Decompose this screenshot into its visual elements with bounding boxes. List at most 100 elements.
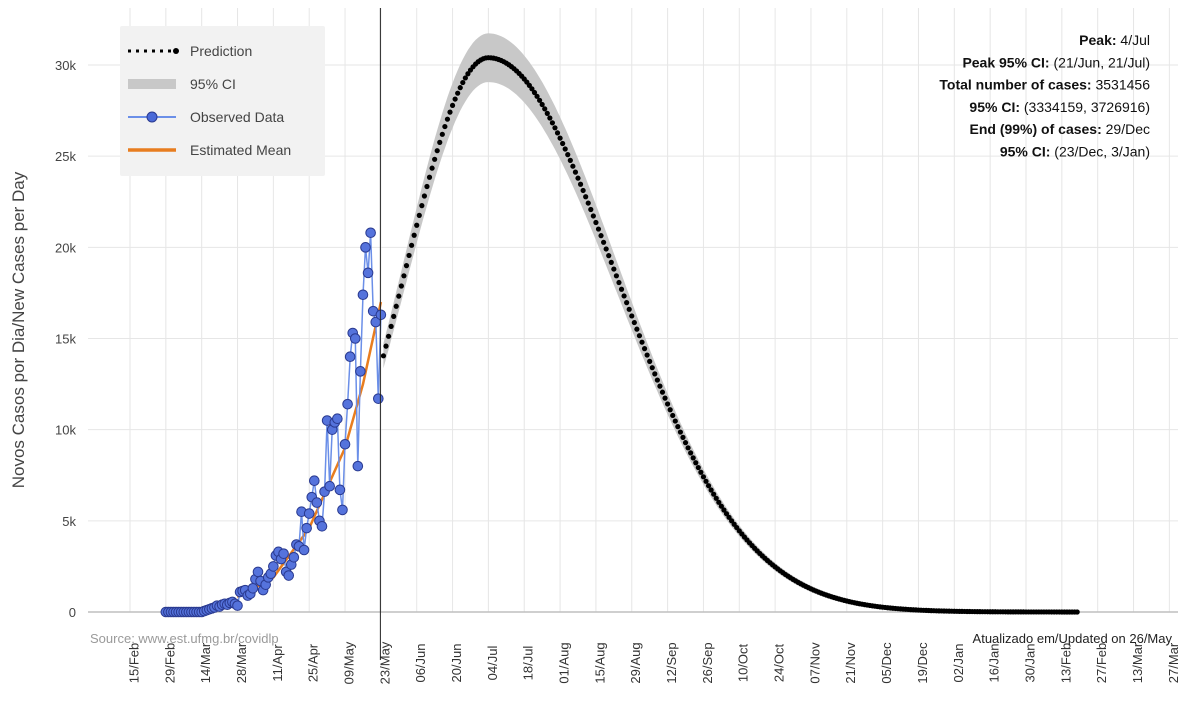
prediction-point bbox=[554, 130, 561, 136]
y-tick-label: 25k bbox=[55, 149, 76, 164]
prediction-point bbox=[434, 148, 440, 154]
stat-line: Total number of cases: 3531456 bbox=[939, 77, 1150, 93]
y-tick-label: 0 bbox=[69, 605, 76, 620]
x-tick-label: 15/Feb bbox=[126, 643, 141, 683]
prediction-point bbox=[547, 115, 553, 121]
prediction-point bbox=[618, 286, 625, 292]
prediction-point bbox=[634, 326, 640, 332]
x-tick-label: 24/Oct bbox=[772, 643, 787, 682]
stat-line: 95% CI: (3334159, 3726916) bbox=[969, 99, 1150, 115]
stat-label: 95% CI: bbox=[1000, 144, 1054, 160]
prediction-point bbox=[424, 183, 430, 190]
observed-point bbox=[324, 480, 335, 492]
prediction-point bbox=[411, 232, 417, 238]
prediction-point bbox=[544, 110, 550, 116]
prediction-point bbox=[680, 434, 686, 441]
prediction-point bbox=[693, 460, 699, 466]
observed-point bbox=[252, 566, 264, 578]
prediction-point bbox=[529, 86, 535, 92]
x-tick-label: 30/Jan bbox=[1022, 643, 1037, 682]
legend-swatch-ci bbox=[128, 79, 176, 89]
prediction-point bbox=[613, 273, 620, 279]
prediction-point bbox=[588, 206, 594, 213]
prediction-point bbox=[575, 175, 581, 181]
prediction-point bbox=[580, 187, 586, 194]
prediction-point bbox=[429, 165, 435, 171]
prediction-point bbox=[457, 85, 463, 91]
observed-point bbox=[232, 600, 243, 611]
prediction-point bbox=[713, 495, 719, 501]
prediction-point bbox=[644, 352, 650, 358]
prediction-point bbox=[675, 424, 681, 430]
y-tick-label: 10k bbox=[55, 423, 76, 438]
prediction-point bbox=[672, 418, 678, 424]
stat-line: End (99%) of cases: 29/Dec bbox=[969, 121, 1150, 137]
prediction-point bbox=[695, 464, 701, 471]
prediction-point bbox=[567, 157, 573, 163]
stat-value: 4/Jul bbox=[1120, 32, 1150, 48]
stat-value: (23/Dec, 3/Jan) bbox=[1054, 144, 1150, 160]
prediction-point bbox=[572, 169, 579, 175]
prediction-point bbox=[708, 487, 714, 493]
ci-band-area bbox=[383, 33, 1078, 613]
prediction-point bbox=[711, 491, 717, 497]
legend-label: Observed Data bbox=[190, 109, 284, 125]
prediction-point bbox=[462, 75, 468, 81]
prediction-point bbox=[419, 203, 425, 209]
prediction-point bbox=[455, 90, 461, 96]
legend-swatch-observed-marker bbox=[146, 111, 158, 123]
prediction-point bbox=[690, 455, 696, 461]
prediction-point bbox=[421, 193, 427, 199]
prediction-point bbox=[409, 242, 415, 248]
prediction-point bbox=[718, 503, 724, 509]
stat-line: Peak: 4/Jul bbox=[1079, 32, 1150, 48]
prediction-point bbox=[705, 483, 712, 489]
observed-point bbox=[344, 351, 356, 363]
observed-point bbox=[278, 548, 289, 559]
prediction-point bbox=[439, 131, 445, 137]
y-tick-label: 20k bbox=[55, 240, 76, 255]
stat-value: (3334159, 3726916) bbox=[1024, 99, 1150, 115]
prediction-point bbox=[416, 212, 422, 218]
y-tick-label: 30k bbox=[55, 58, 76, 73]
observed-point bbox=[298, 544, 310, 556]
prediction-point bbox=[460, 79, 466, 86]
stat-value: 29/Dec bbox=[1106, 121, 1150, 137]
prediction-point bbox=[560, 140, 566, 147]
prediction-point bbox=[444, 116, 451, 122]
x-tick-label: 27/Feb bbox=[1094, 643, 1109, 683]
source-note: Source: www.est.ufmg.br/covidlp bbox=[90, 631, 279, 646]
prediction-point bbox=[641, 346, 648, 352]
prediction-point bbox=[552, 125, 558, 131]
prediction-point bbox=[401, 273, 407, 279]
prediction-point bbox=[624, 300, 630, 306]
legend-background bbox=[120, 26, 325, 176]
observed-point bbox=[349, 333, 361, 344]
x-tick-label: 29/Aug bbox=[628, 642, 643, 683]
y-tick-label: 5k bbox=[62, 514, 76, 529]
prediction-point bbox=[447, 109, 453, 115]
prediction-point bbox=[657, 383, 663, 389]
observed-point bbox=[342, 398, 353, 410]
stat-label: Peak 95% CI: bbox=[962, 54, 1053, 70]
prediction-point bbox=[398, 283, 404, 289]
prediction-point bbox=[665, 401, 671, 407]
observed-point bbox=[355, 366, 366, 377]
x-tick-label: 26/Sep bbox=[700, 642, 715, 683]
x-tick-label: 12/Sep bbox=[664, 642, 679, 683]
x-tick-label: 13/Mar bbox=[1130, 642, 1145, 683]
stats-box: Peak: 4/Jul Peak 95% CI: (21/Jun, 21/Jul)… bbox=[939, 32, 1150, 160]
x-tick-label: 02/Jan bbox=[951, 643, 966, 682]
prediction-point bbox=[531, 89, 538, 96]
x-tick-label: 04/Jul bbox=[485, 646, 500, 681]
prediction-point bbox=[670, 412, 676, 419]
prediction-point bbox=[682, 440, 689, 446]
prediction-point bbox=[667, 407, 673, 413]
prediction-point bbox=[598, 233, 604, 239]
prediction-point bbox=[1074, 609, 1080, 615]
prediction-point bbox=[539, 101, 545, 108]
observed-point bbox=[360, 242, 371, 253]
prediction-point bbox=[549, 120, 556, 126]
prediction-point bbox=[437, 139, 443, 145]
